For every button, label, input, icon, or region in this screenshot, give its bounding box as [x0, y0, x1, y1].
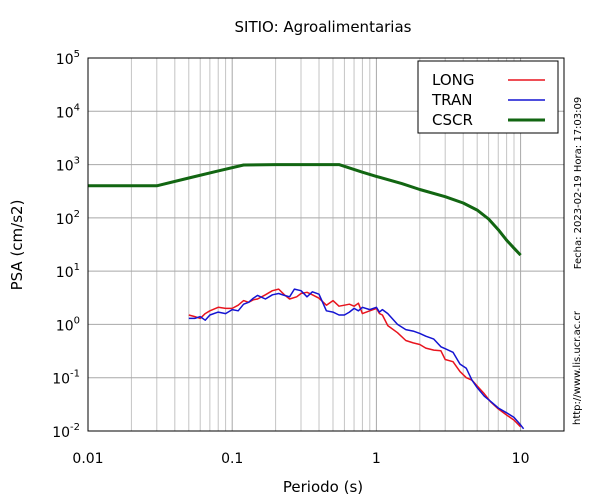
timestamp-label: Fecha: 2023-02-19 Hora: 17:03:09 — [573, 97, 584, 270]
y-tick-labels: 10-2 10-1 100 101 102 103 104 105 — [52, 49, 80, 441]
x-tick-label: 0.1 — [221, 451, 243, 467]
x-axis-title: Periodo (s) — [283, 478, 363, 496]
source-url-label: http://www.lis.ucr.ac.cr — [572, 310, 583, 425]
x-tick-labels: 0.01 0.1 1 10 — [72, 451, 529, 467]
series-line-long — [188, 288, 522, 428]
x-tick-label: 1 — [372, 451, 381, 467]
y-tick-label: 10-1 — [52, 369, 80, 388]
y-tick-label: 100 — [56, 315, 80, 334]
y-tick-label: 101 — [56, 262, 80, 281]
grid-layer — [88, 58, 564, 431]
series-line-tran — [188, 288, 525, 430]
y-tick-label: 103 — [56, 156, 80, 175]
x-tick-label: 0.01 — [72, 451, 103, 467]
y-tick-label: 102 — [56, 209, 80, 228]
series-layer — [88, 163, 525, 430]
legend-label-long: LONG — [432, 71, 474, 89]
legend-label-tran: TRAN — [431, 91, 472, 109]
y-tick-label: 105 — [56, 49, 80, 68]
y-tick-label: 104 — [56, 102, 80, 121]
series-line-cscr — [88, 163, 522, 257]
legend: LONG TRAN CSCR — [417, 60, 559, 134]
plot-area — [87, 57, 565, 432]
legend-label-cscr: CSCR — [432, 111, 473, 129]
y-axis-title: PSA (cm/s2) — [8, 200, 26, 291]
plot-frame — [87, 57, 565, 432]
chart-title: SITIO: Agroalimentarias — [235, 18, 412, 36]
y-tick-label: 10-2 — [52, 422, 80, 441]
x-tick-label: 10 — [512, 451, 530, 467]
